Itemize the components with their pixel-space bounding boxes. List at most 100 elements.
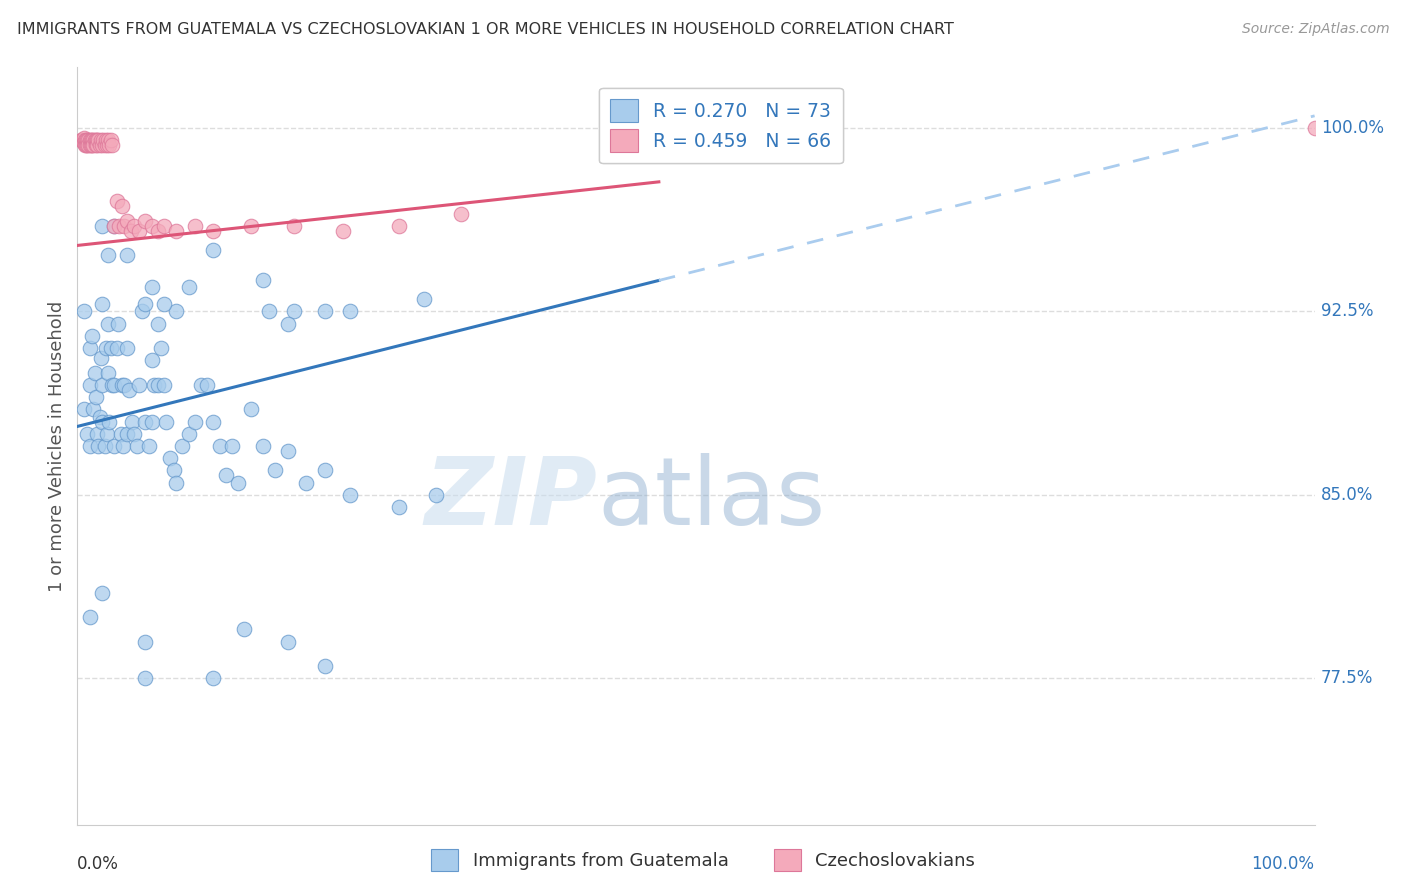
Point xyxy=(146,377,169,392)
Point xyxy=(264,463,287,477)
Point xyxy=(80,138,103,153)
Point xyxy=(128,224,150,238)
Point xyxy=(103,439,125,453)
Point xyxy=(84,390,107,404)
Point xyxy=(73,138,96,153)
Point xyxy=(96,426,118,441)
Point xyxy=(115,341,138,355)
Point xyxy=(184,415,207,429)
Point xyxy=(98,415,121,429)
Point xyxy=(79,377,101,392)
Point xyxy=(115,426,138,441)
Text: 77.5%: 77.5% xyxy=(1320,669,1374,688)
Point xyxy=(82,329,104,343)
Point xyxy=(79,138,101,153)
Point xyxy=(77,133,100,147)
Point xyxy=(84,133,107,147)
Point xyxy=(108,219,131,233)
Point xyxy=(122,219,145,233)
Point xyxy=(79,341,101,355)
Point xyxy=(252,273,274,287)
Point xyxy=(75,133,97,147)
Point xyxy=(122,426,145,441)
Point xyxy=(277,634,299,648)
Point xyxy=(153,377,176,392)
Point xyxy=(125,439,148,453)
Point xyxy=(239,219,262,233)
Point xyxy=(134,671,156,685)
Point xyxy=(86,138,108,153)
Point xyxy=(450,207,472,221)
Point xyxy=(412,292,434,306)
Text: atlas: atlas xyxy=(598,453,825,545)
Point xyxy=(202,415,225,429)
Point xyxy=(72,304,94,318)
Point xyxy=(82,133,104,147)
Point xyxy=(93,439,115,453)
Point xyxy=(388,500,411,515)
Point xyxy=(153,297,176,311)
Point xyxy=(425,488,447,502)
Point xyxy=(177,280,200,294)
Point xyxy=(111,199,134,213)
Point xyxy=(184,219,207,233)
Point xyxy=(146,317,169,331)
Point xyxy=(226,475,249,490)
Point xyxy=(82,138,104,153)
Point xyxy=(208,439,231,453)
Point xyxy=(339,488,361,502)
Point xyxy=(76,133,98,147)
Point xyxy=(131,304,153,318)
Point xyxy=(388,219,411,233)
Point xyxy=(283,304,305,318)
Point xyxy=(76,426,98,441)
Text: IMMIGRANTS FROM GUATEMALA VS CZECHOSLOVAKIAN 1 OR MORE VEHICLES IN HOUSEHOLD COR: IMMIGRANTS FROM GUATEMALA VS CZECHOSLOVA… xyxy=(17,22,953,37)
Point xyxy=(90,133,112,147)
Point xyxy=(153,219,176,233)
Point xyxy=(115,214,138,228)
Point xyxy=(165,475,187,490)
Point xyxy=(89,409,111,424)
Point xyxy=(77,138,100,153)
Point xyxy=(72,136,94,150)
Point xyxy=(83,133,105,147)
Point xyxy=(314,304,336,318)
Point xyxy=(277,317,299,331)
Point xyxy=(120,224,142,238)
Point xyxy=(146,224,169,238)
Text: 100.0%: 100.0% xyxy=(1320,119,1384,137)
Point xyxy=(79,610,101,624)
Point xyxy=(76,138,98,153)
Point xyxy=(105,194,128,209)
Point xyxy=(97,317,120,331)
Point xyxy=(107,317,129,331)
Text: ZIP: ZIP xyxy=(425,453,598,545)
Point xyxy=(82,138,104,153)
Point xyxy=(159,451,181,466)
Point xyxy=(100,133,122,147)
Point xyxy=(165,304,187,318)
Point xyxy=(97,248,120,262)
Point xyxy=(134,415,156,429)
Text: 92.5%: 92.5% xyxy=(1320,302,1374,320)
Point xyxy=(82,133,104,147)
Point xyxy=(277,443,299,458)
Point xyxy=(80,133,103,147)
Point xyxy=(91,133,114,147)
Point xyxy=(90,351,112,365)
Point xyxy=(141,353,163,368)
Point xyxy=(91,415,114,429)
Point xyxy=(233,623,256,637)
Point xyxy=(96,138,118,153)
Point xyxy=(215,468,238,483)
Point xyxy=(202,671,225,685)
Point xyxy=(103,219,125,233)
Point xyxy=(121,415,143,429)
Legend: Immigrants from Guatemala, Czechoslovakians: Immigrants from Guatemala, Czechoslovaki… xyxy=(423,842,983,879)
Point xyxy=(165,224,187,238)
Point xyxy=(283,219,305,233)
Point xyxy=(70,133,93,147)
Point xyxy=(143,377,166,392)
Point xyxy=(86,133,108,147)
Point xyxy=(111,377,134,392)
